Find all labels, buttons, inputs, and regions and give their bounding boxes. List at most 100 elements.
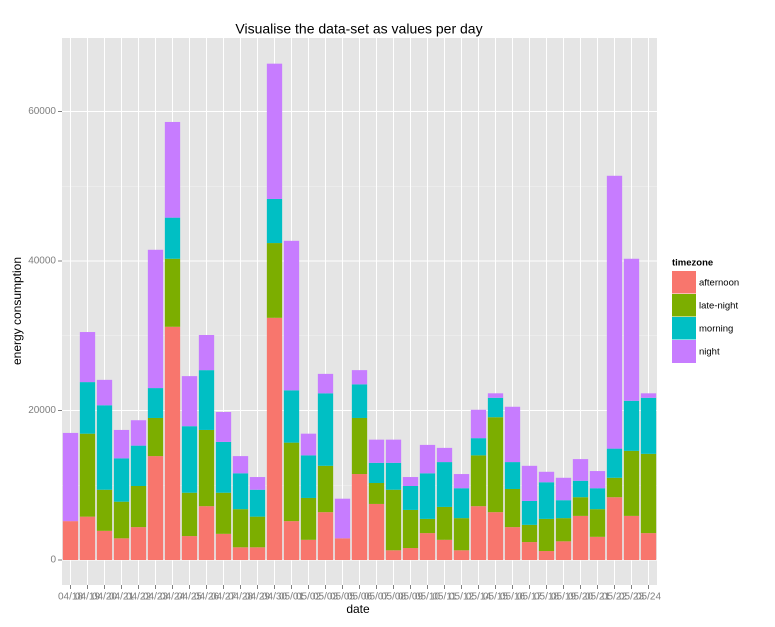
bar-segment bbox=[113, 538, 130, 561]
bar-segment bbox=[385, 439, 402, 463]
bar-segment bbox=[164, 217, 181, 259]
legend-swatch bbox=[672, 294, 696, 317]
legend-swatch bbox=[672, 271, 696, 294]
bar-segment bbox=[555, 541, 572, 561]
bar-segment bbox=[79, 516, 96, 561]
bar-segment bbox=[96, 405, 113, 490]
bar-segment bbox=[470, 438, 487, 456]
bar-segment bbox=[62, 432, 79, 522]
bar-segment bbox=[538, 471, 555, 483]
bar-segment bbox=[317, 373, 334, 394]
bar-segment bbox=[453, 488, 470, 519]
bar-segment bbox=[402, 486, 419, 510]
bar-segment bbox=[453, 474, 470, 489]
bar-segment bbox=[300, 539, 317, 561]
bar-segment bbox=[606, 175, 623, 449]
bar-segment bbox=[181, 426, 198, 493]
bar-segment bbox=[521, 465, 538, 501]
bar-segment bbox=[589, 509, 606, 537]
bar-segment bbox=[147, 249, 164, 389]
bar-segment bbox=[623, 400, 640, 451]
bar-segment bbox=[79, 332, 96, 383]
bar-segment bbox=[232, 509, 249, 548]
bar-segment bbox=[283, 240, 300, 391]
bar-segment bbox=[538, 518, 555, 552]
bar-segment bbox=[164, 258, 181, 327]
legend-label: late-night bbox=[699, 301, 738, 312]
x-tick-label: 04/24 bbox=[160, 592, 185, 603]
bar-segment bbox=[368, 483, 385, 504]
x-tick-label: 05/07 bbox=[364, 592, 389, 603]
bar-segment bbox=[419, 533, 436, 561]
bar-segment bbox=[62, 521, 79, 561]
bar-segment bbox=[130, 420, 147, 446]
bar-segment bbox=[470, 455, 487, 507]
bar-segment bbox=[283, 442, 300, 522]
bar-segment bbox=[113, 501, 130, 539]
bar-segment bbox=[436, 539, 453, 561]
bar-segment bbox=[521, 542, 538, 561]
x-tick-label: 04/27 bbox=[211, 592, 236, 603]
x-tick-label: 04/30 bbox=[262, 592, 287, 603]
bar-segment bbox=[164, 326, 181, 561]
bar-segment bbox=[79, 382, 96, 434]
bar-segment bbox=[300, 497, 317, 540]
bar-segment bbox=[249, 547, 266, 561]
x-tick-label: 05/14 bbox=[466, 592, 491, 603]
bar-segment bbox=[266, 243, 283, 318]
bar-segment bbox=[300, 455, 317, 498]
bar-segment bbox=[623, 515, 640, 561]
bar-segment bbox=[266, 317, 283, 561]
bar-segment bbox=[317, 512, 334, 561]
legend-swatch bbox=[672, 317, 696, 340]
bar-segment bbox=[572, 459, 589, 481]
x-tick-label: 04/23 bbox=[143, 592, 168, 603]
bar-segment bbox=[487, 512, 504, 561]
bar-segment bbox=[487, 393, 504, 398]
bar-segment bbox=[232, 456, 249, 474]
x-tick-label: 05/18 bbox=[534, 592, 559, 603]
legend-label: morning bbox=[699, 324, 733, 335]
bar-segment bbox=[181, 376, 198, 427]
bar-segment bbox=[606, 497, 623, 561]
x-tick-label: 05/15 bbox=[483, 592, 508, 603]
bar-segment bbox=[521, 500, 538, 525]
bar-segment bbox=[130, 445, 147, 487]
bar-segment bbox=[555, 500, 572, 519]
bar-segment bbox=[368, 439, 385, 463]
bar-segment bbox=[113, 458, 130, 502]
y-tick-label: 0 bbox=[50, 555, 56, 566]
bar-segment bbox=[623, 258, 640, 401]
bar-segment bbox=[470, 506, 487, 561]
bar-segment bbox=[215, 492, 232, 534]
bar-segment bbox=[368, 503, 385, 561]
x-tick-label: 05/24 bbox=[636, 592, 661, 603]
bar-segment bbox=[555, 477, 572, 501]
bar-segment bbox=[640, 453, 657, 534]
bar-segment bbox=[436, 447, 453, 463]
bar-segment bbox=[402, 509, 419, 549]
x-tick-label: 05/20 bbox=[568, 592, 593, 603]
bar-segment bbox=[453, 550, 470, 561]
bar-segment bbox=[538, 551, 555, 561]
x-tick-label: 05/23 bbox=[619, 592, 644, 603]
bar-segment bbox=[419, 518, 436, 534]
bar-segment bbox=[470, 409, 487, 439]
bar-segment bbox=[436, 506, 453, 540]
x-tick-label: 04/28 bbox=[228, 592, 253, 603]
legend-title: timezone bbox=[672, 258, 713, 269]
legend-label: afternoon bbox=[699, 278, 739, 289]
bar-segment bbox=[334, 538, 351, 561]
bar-segment bbox=[572, 515, 589, 561]
bar-segment bbox=[572, 497, 589, 516]
y-tick-label: 60000 bbox=[28, 106, 56, 117]
bar-segment bbox=[215, 441, 232, 493]
bar-segment bbox=[96, 489, 113, 531]
chart-title: Visualise the data-set as values per day bbox=[235, 21, 482, 37]
bar-segment bbox=[640, 533, 657, 561]
bar-segment bbox=[249, 489, 266, 517]
x-tick-label: 04/22 bbox=[126, 592, 151, 603]
bar-segment bbox=[198, 335, 215, 371]
legend-swatch bbox=[672, 340, 696, 363]
